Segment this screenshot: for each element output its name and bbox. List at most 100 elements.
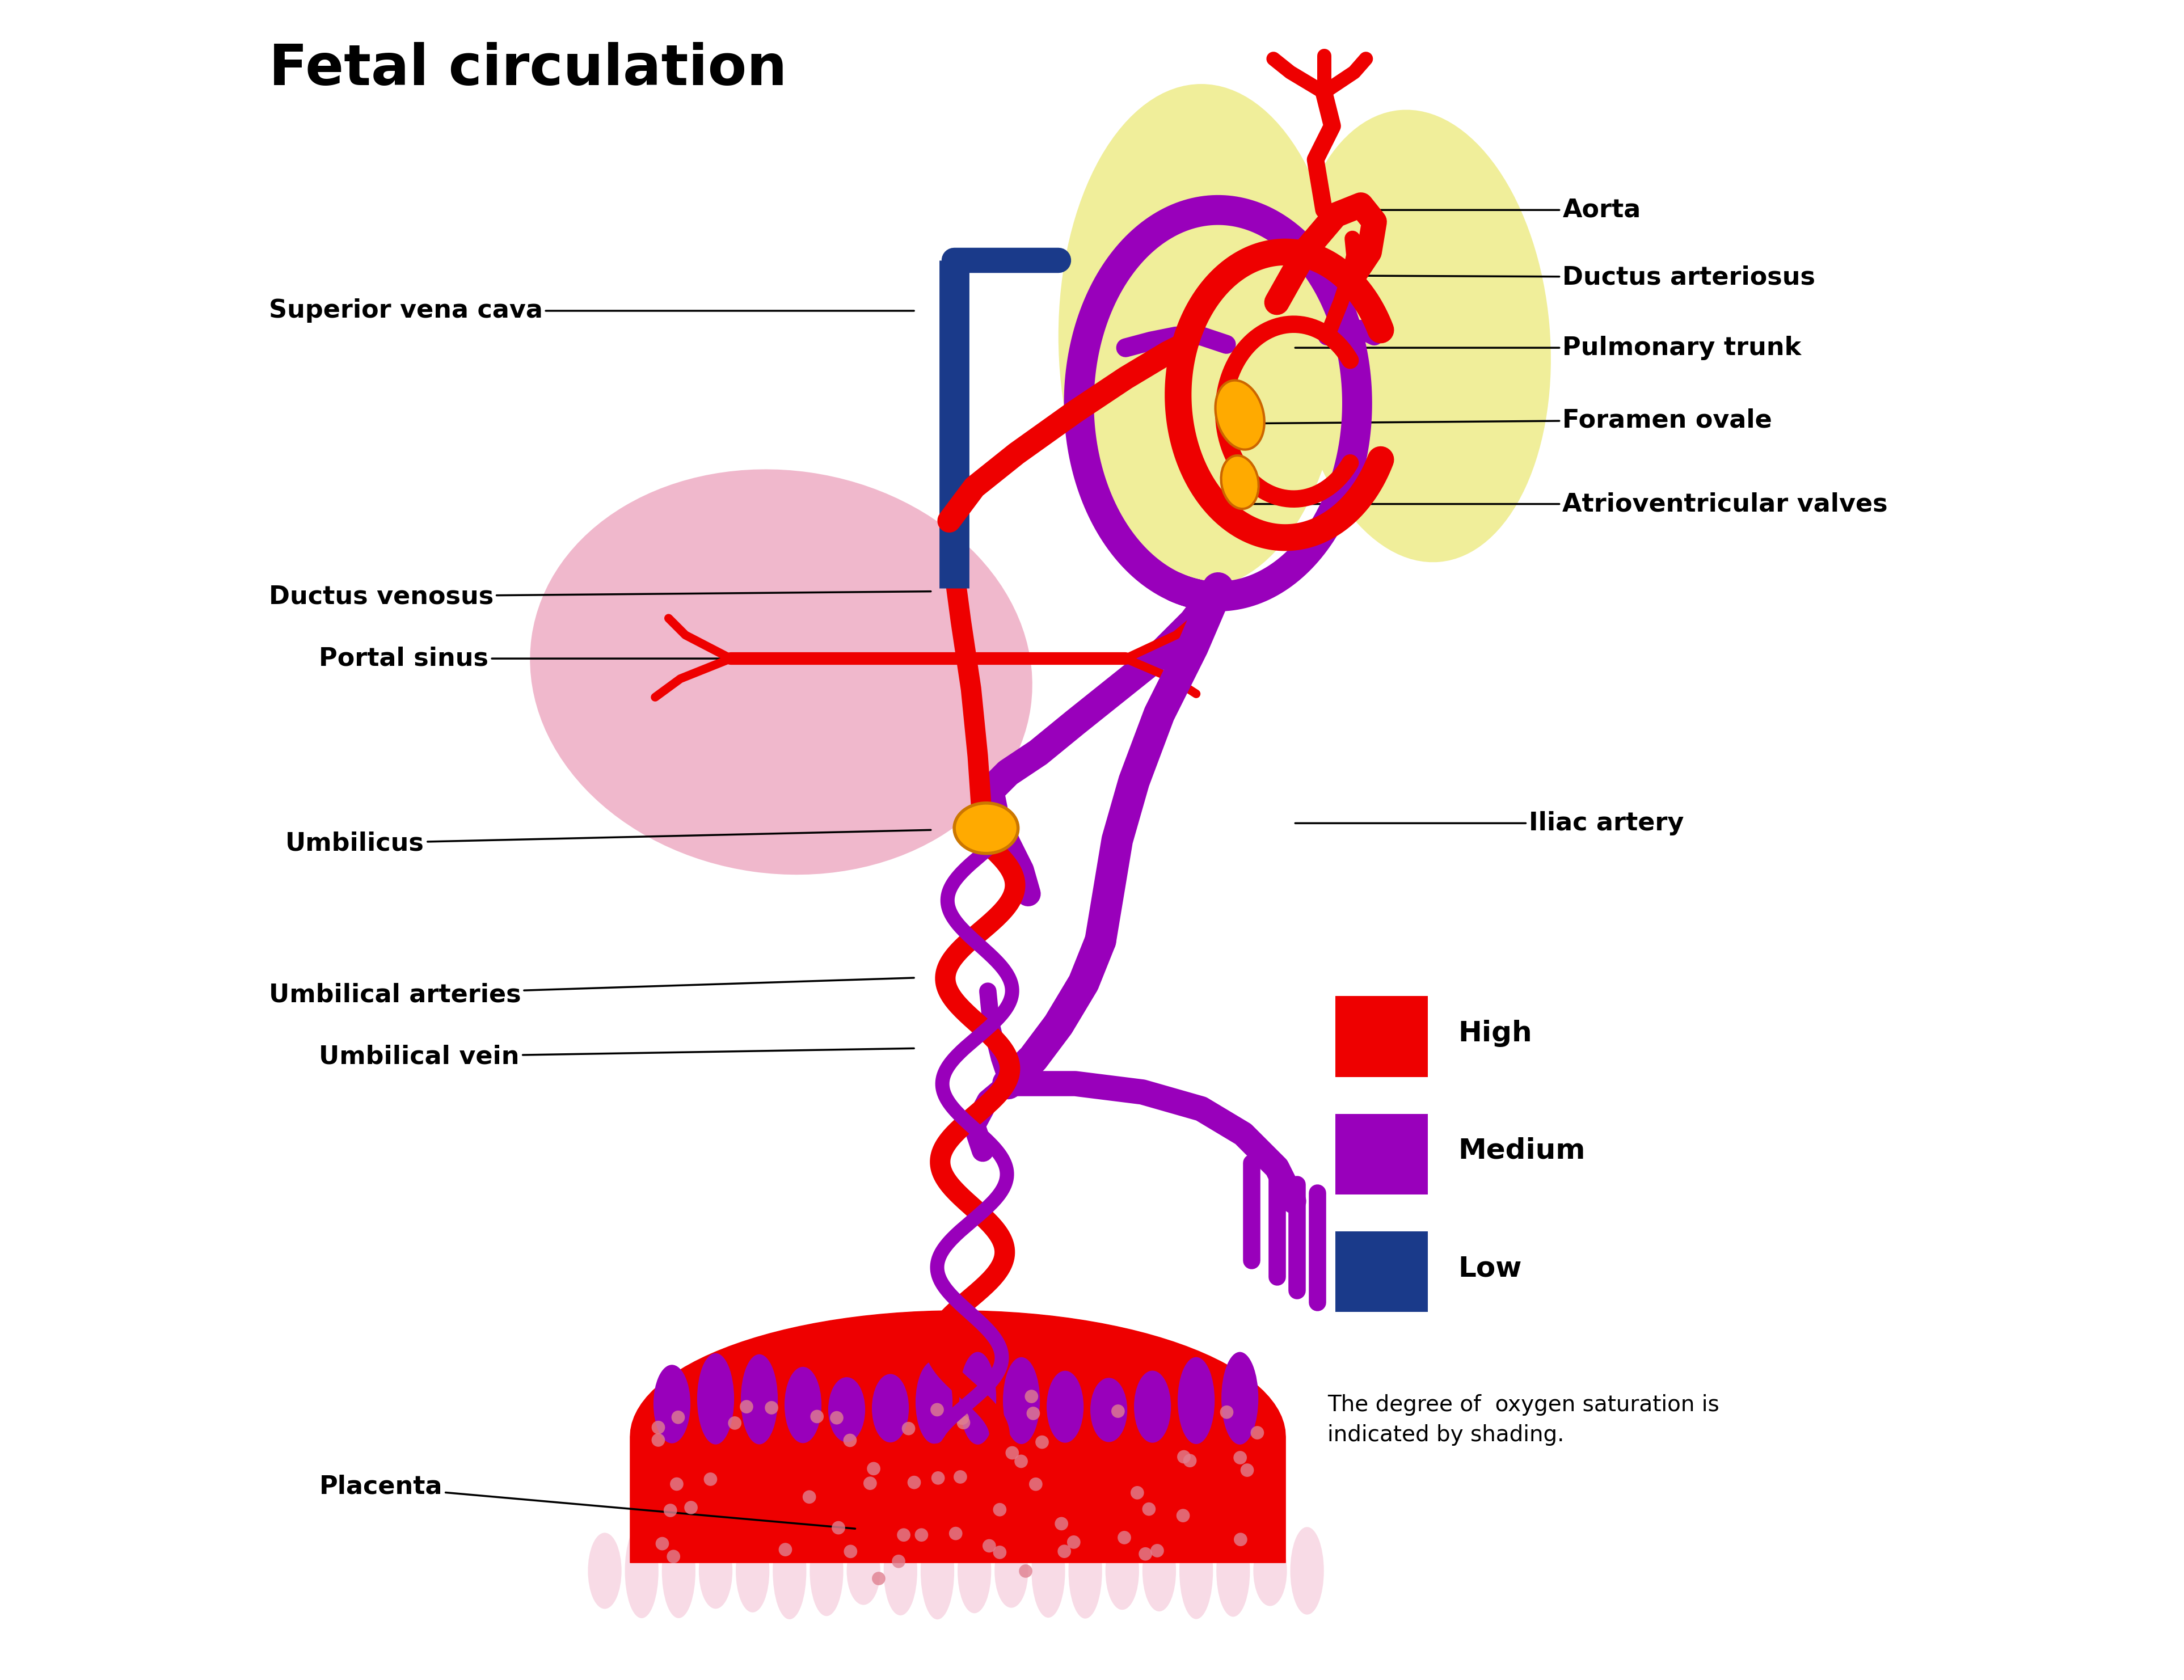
Circle shape <box>867 1462 880 1475</box>
Circle shape <box>983 1539 996 1552</box>
Ellipse shape <box>1133 1371 1171 1443</box>
Circle shape <box>950 1527 963 1541</box>
Circle shape <box>830 1411 843 1425</box>
Circle shape <box>930 1472 946 1485</box>
Ellipse shape <box>885 1525 917 1616</box>
Ellipse shape <box>653 1364 690 1443</box>
Text: Foramen ovale: Foramen ovale <box>1262 408 1771 432</box>
Ellipse shape <box>1254 1536 1286 1606</box>
Circle shape <box>666 1549 679 1562</box>
Circle shape <box>1234 1532 1247 1546</box>
Ellipse shape <box>1002 1357 1040 1445</box>
Circle shape <box>651 1421 666 1435</box>
Text: Superior vena cava: Superior vena cava <box>269 299 913 323</box>
Ellipse shape <box>994 1534 1029 1608</box>
Circle shape <box>1020 1564 1033 1578</box>
Ellipse shape <box>959 1352 996 1445</box>
Ellipse shape <box>810 1525 843 1616</box>
Ellipse shape <box>871 1374 909 1443</box>
Text: Pulmonary trunk: Pulmonary trunk <box>1295 336 1802 360</box>
Ellipse shape <box>1090 1378 1127 1441</box>
Ellipse shape <box>773 1522 806 1620</box>
Text: Umbilicus: Umbilicus <box>286 830 930 855</box>
Circle shape <box>1118 1530 1131 1544</box>
Ellipse shape <box>1291 1527 1324 1614</box>
Text: Fetal circulation: Fetal circulation <box>269 42 786 97</box>
Circle shape <box>1138 1547 1153 1561</box>
Circle shape <box>957 1411 970 1425</box>
Ellipse shape <box>1177 1357 1214 1445</box>
Circle shape <box>994 1546 1007 1559</box>
Circle shape <box>1151 1544 1164 1557</box>
Ellipse shape <box>1179 1522 1212 1620</box>
Circle shape <box>930 1403 943 1416</box>
Circle shape <box>802 1490 817 1504</box>
Circle shape <box>1142 1502 1155 1515</box>
Text: Umbilical vein: Umbilical vein <box>319 1045 913 1068</box>
Circle shape <box>1177 1509 1190 1522</box>
Text: Placenta: Placenta <box>319 1475 856 1529</box>
Text: Ductus arteriosus: Ductus arteriosus <box>1321 265 1815 289</box>
Text: Atrioventricular valves: Atrioventricular valves <box>1236 492 1887 516</box>
Circle shape <box>994 1504 1007 1517</box>
Ellipse shape <box>736 1529 769 1613</box>
Circle shape <box>810 1410 823 1423</box>
Circle shape <box>684 1500 697 1514</box>
Ellipse shape <box>587 1532 622 1609</box>
Ellipse shape <box>954 803 1018 853</box>
Ellipse shape <box>625 1524 660 1618</box>
Circle shape <box>1241 1463 1254 1477</box>
Circle shape <box>898 1529 911 1542</box>
Ellipse shape <box>697 1352 734 1445</box>
Circle shape <box>863 1477 876 1490</box>
Ellipse shape <box>1046 1371 1083 1443</box>
Circle shape <box>1035 1435 1048 1448</box>
Ellipse shape <box>662 1524 695 1618</box>
Ellipse shape <box>922 1522 954 1620</box>
Circle shape <box>1013 1455 1029 1468</box>
Circle shape <box>1068 1536 1081 1549</box>
Circle shape <box>1112 1404 1125 1418</box>
Circle shape <box>891 1554 906 1567</box>
Ellipse shape <box>1221 455 1258 509</box>
Text: Portal sinus: Portal sinus <box>319 647 856 670</box>
Ellipse shape <box>828 1378 865 1441</box>
Circle shape <box>843 1433 856 1446</box>
Text: Umbilical arteries: Umbilical arteries <box>269 978 913 1006</box>
Ellipse shape <box>847 1537 880 1604</box>
Ellipse shape <box>1214 380 1265 450</box>
Circle shape <box>1177 1450 1190 1463</box>
FancyBboxPatch shape <box>1337 1114 1428 1194</box>
Circle shape <box>1057 1544 1070 1557</box>
Circle shape <box>906 1475 922 1488</box>
Ellipse shape <box>957 1529 992 1613</box>
Circle shape <box>1005 1446 1020 1460</box>
Ellipse shape <box>1216 1525 1249 1616</box>
Ellipse shape <box>1068 1524 1103 1618</box>
Circle shape <box>843 1544 858 1557</box>
Circle shape <box>703 1472 716 1485</box>
Circle shape <box>1234 1452 1247 1465</box>
Ellipse shape <box>699 1532 732 1609</box>
Circle shape <box>902 1421 915 1435</box>
Text: Low: Low <box>1459 1255 1522 1282</box>
Ellipse shape <box>1221 1352 1258 1445</box>
Circle shape <box>664 1504 677 1517</box>
Circle shape <box>871 1572 885 1586</box>
Circle shape <box>780 1542 793 1556</box>
Text: High: High <box>1459 1020 1533 1047</box>
Text: The degree of  oxygen saturation is
indicated by shading.: The degree of oxygen saturation is indic… <box>1328 1394 1719 1446</box>
Text: Iliac artery: Iliac artery <box>1295 811 1684 835</box>
Circle shape <box>957 1416 970 1430</box>
FancyBboxPatch shape <box>1337 1231 1428 1312</box>
Circle shape <box>1221 1406 1234 1420</box>
Ellipse shape <box>784 1368 821 1443</box>
Text: Ductus venosus: Ductus venosus <box>269 585 930 608</box>
Circle shape <box>915 1529 928 1542</box>
Circle shape <box>727 1416 740 1430</box>
Circle shape <box>1251 1426 1265 1440</box>
Circle shape <box>670 1477 684 1490</box>
Circle shape <box>1024 1389 1037 1403</box>
Circle shape <box>655 1537 668 1551</box>
Circle shape <box>1184 1453 1197 1467</box>
